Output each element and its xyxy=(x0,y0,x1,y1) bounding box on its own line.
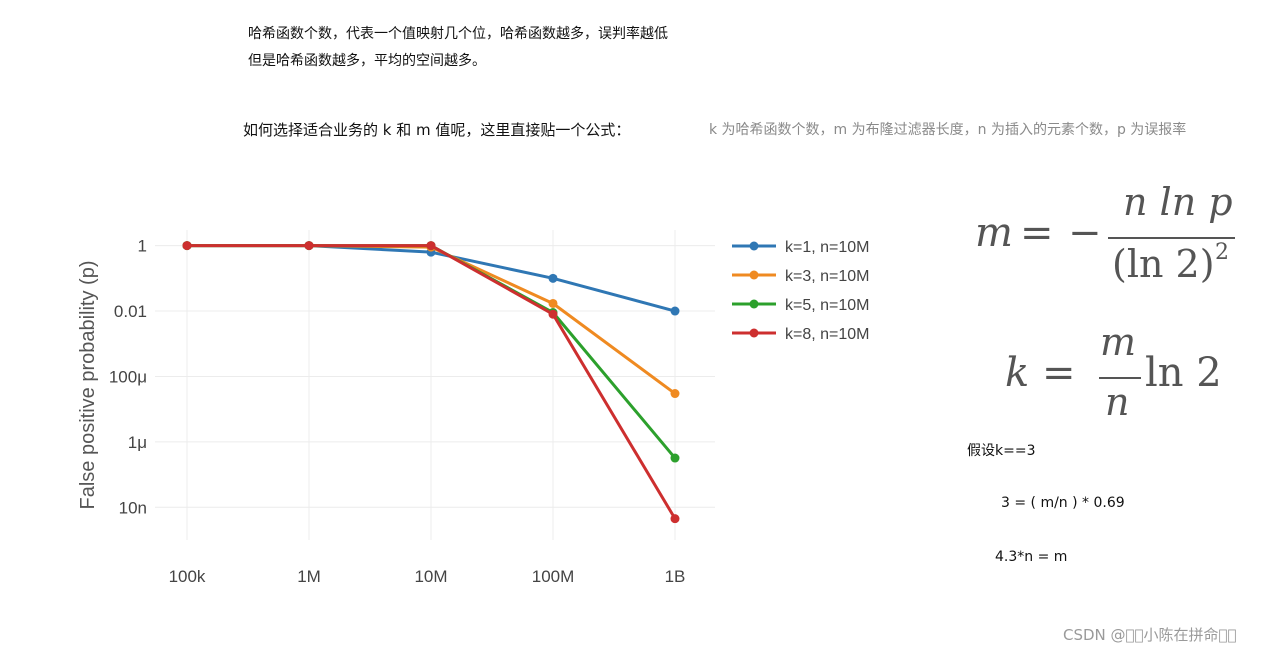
x-tick-label: 1M xyxy=(297,567,321,586)
formula-m-exponent: 2 xyxy=(1215,240,1229,265)
formula-m-eq: = xyxy=(1020,210,1054,256)
y-tick-label: 100μ xyxy=(109,367,147,386)
y-axis-label: False positive probability (p) xyxy=(77,261,99,510)
legend-marker xyxy=(749,328,759,338)
formula-m-denominator: (ln 2) xyxy=(1112,242,1215,286)
chart-grid xyxy=(155,230,715,540)
x-tick-label: 1B xyxy=(665,567,686,586)
formula-k-tail: ln 2 xyxy=(1145,350,1222,396)
calc-line-2: 3 = ( m/n ) * 0.69 xyxy=(1001,495,1125,511)
y-tick-label: 1μ xyxy=(128,433,147,452)
data-point xyxy=(670,453,680,463)
calc-line-1: 假设k==3 xyxy=(967,443,1036,459)
data-point xyxy=(182,241,192,251)
formula-k-numerator: m xyxy=(1100,320,1137,364)
data-point xyxy=(304,241,314,251)
legend-marker xyxy=(749,270,759,280)
formula-k-lhs: k xyxy=(1005,350,1030,396)
formula-m-lhs: m xyxy=(975,210,1013,256)
legend-label: k=5, n=10M xyxy=(785,297,870,314)
article-line-2: 但是哈希函数越多，平均的空间越多。 xyxy=(248,53,486,69)
formula-k-denominator: n xyxy=(1105,380,1130,424)
watermark: CSDN @  小陈在拼命   xyxy=(1063,626,1237,644)
legend-label: k=3, n=10M xyxy=(785,268,870,285)
y-tick-label: 0.01 xyxy=(114,302,147,321)
x-tick-label: 10M xyxy=(414,567,447,586)
chart-series xyxy=(182,241,680,524)
false-positive-chart: 100k 1M 10M 100M 1B 1 0.01 100μ 1μ 10n k=1, n=10M… xyxy=(77,230,870,586)
article-line-1: 哈希函数个数，代表一个值映射几个位，哈希函数越多，误判率越低 xyxy=(248,26,668,42)
legend-marker xyxy=(749,299,759,309)
y-tick-label: 10n xyxy=(119,498,147,517)
data-point xyxy=(548,273,558,283)
x-tick-label: 100k xyxy=(169,567,206,586)
data-point xyxy=(670,389,680,399)
formula-m-fraction-bar xyxy=(1108,237,1235,239)
formula-m-minus: − xyxy=(1068,210,1102,256)
x-tick-label: 100M xyxy=(532,567,575,586)
data-point xyxy=(548,309,558,319)
chart-legend: k=1, n=10M k=3, n=10M k=5, n=10M k=8, n=10M xyxy=(732,239,870,343)
formula-k-eq: = xyxy=(1042,350,1076,396)
article-question: 如何选择适合业务的 k 和 m 值呢，这里直接贴一个公式： xyxy=(243,121,631,139)
formula-k-fraction-bar xyxy=(1099,377,1141,379)
legend-marker xyxy=(749,241,759,251)
y-tick-label: 1 xyxy=(138,237,147,256)
chart-ticks: 100k 1M 10M 100M 1B 1 0.01 100μ 1μ 10n xyxy=(109,237,686,586)
data-point xyxy=(670,306,680,316)
data-point xyxy=(670,514,680,524)
legend-label: k=8, n=10M xyxy=(785,326,870,343)
legend-label: k=1, n=10M xyxy=(785,239,870,256)
data-point xyxy=(426,241,436,251)
formula-m-numerator: n ln p xyxy=(1123,180,1233,224)
data-point xyxy=(548,298,558,308)
calc-line-3: 4.3*n = m xyxy=(995,549,1068,565)
formula-k: k = m n ln 2 xyxy=(1005,320,1245,430)
formula-m: m = − n ln p (ln 2) 2 xyxy=(975,180,1265,300)
article-hint: k 为哈希函数个数，m 为布隆过滤器长度，n 为插入的元素个数，p 为误报率 xyxy=(709,122,1187,138)
